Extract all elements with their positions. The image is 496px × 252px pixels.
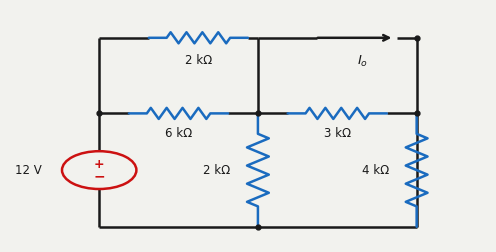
Text: 6 kΩ: 6 kΩ <box>165 127 192 140</box>
Text: +: + <box>94 158 105 171</box>
Text: 2 kΩ: 2 kΩ <box>203 164 231 177</box>
Text: 3 kΩ: 3 kΩ <box>324 127 351 140</box>
Text: 4 kΩ: 4 kΩ <box>362 164 389 177</box>
Text: $I_o$: $I_o$ <box>357 54 368 69</box>
Text: 2 kΩ: 2 kΩ <box>185 54 212 67</box>
Text: 12 V: 12 V <box>15 164 42 177</box>
Text: −: − <box>93 170 105 184</box>
